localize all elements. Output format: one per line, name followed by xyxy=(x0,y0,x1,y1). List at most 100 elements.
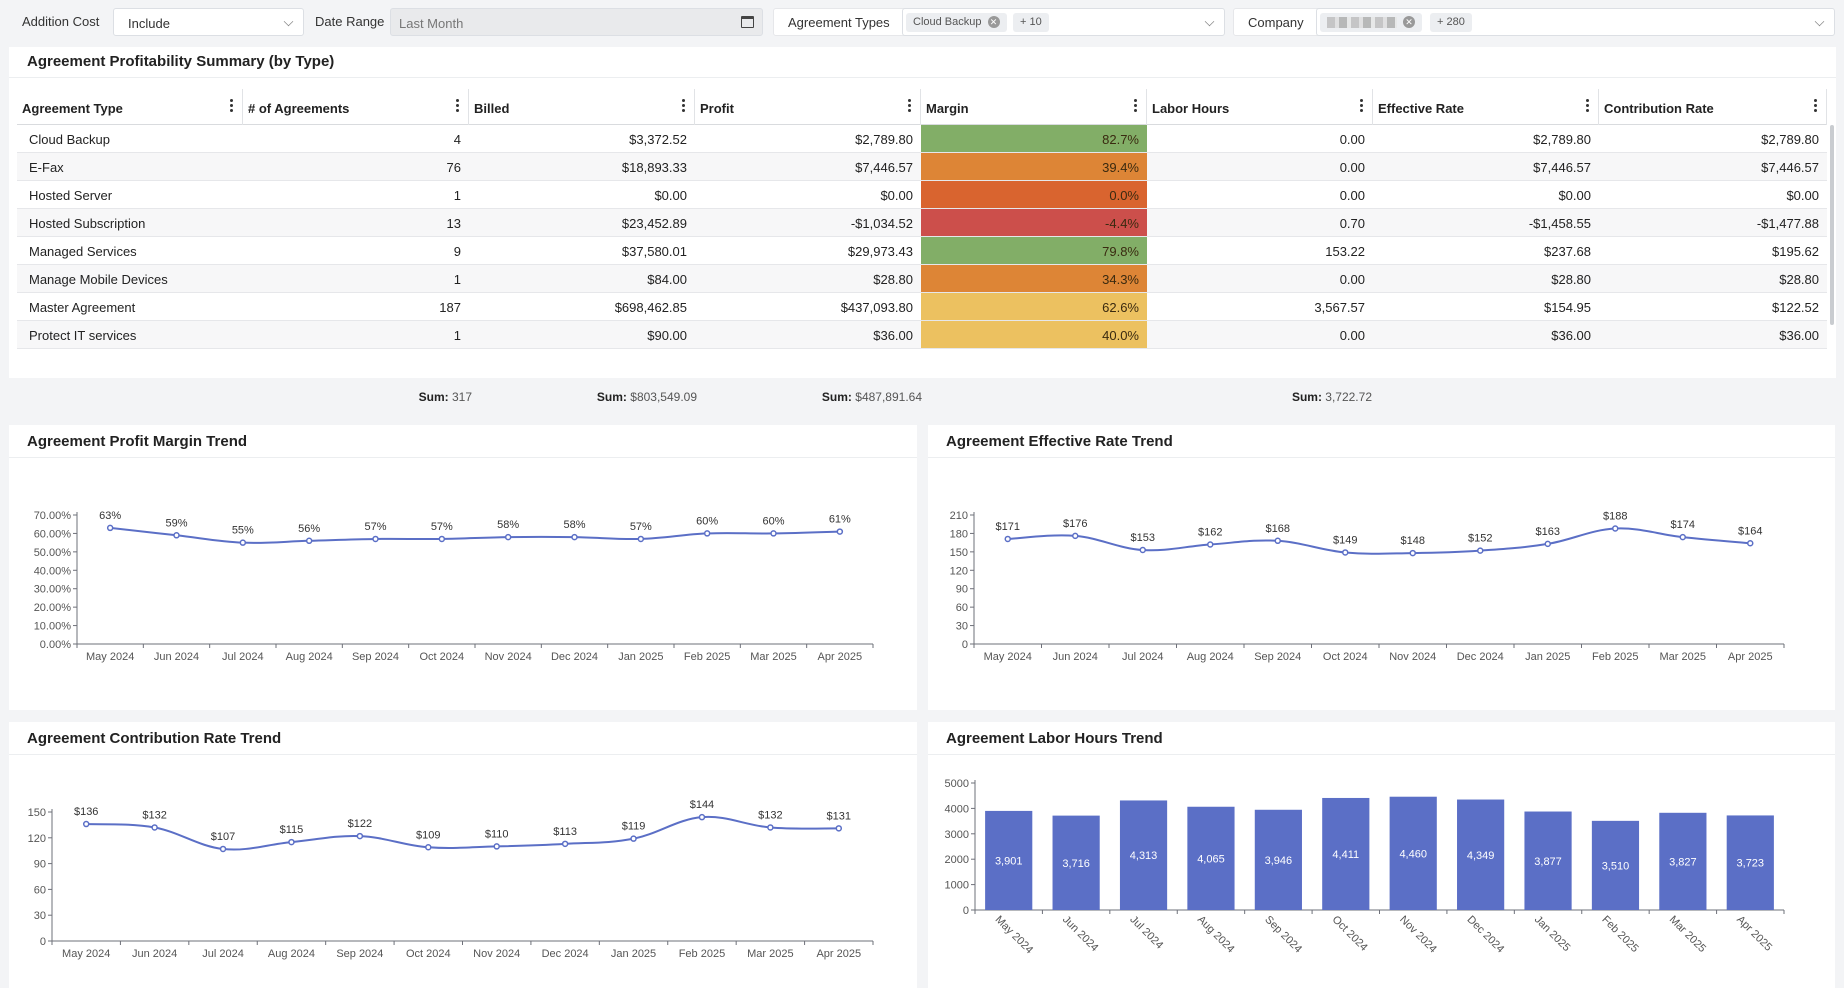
bar[interactable] xyxy=(1457,799,1505,910)
labor-hours-cell: 0.00 xyxy=(1339,160,1365,175)
y-tick-label: 10.00% xyxy=(34,621,72,633)
data-label: $107 xyxy=(211,831,235,843)
data-point[interactable] xyxy=(504,533,512,541)
data-point[interactable] xyxy=(425,844,432,851)
data-point[interactable] xyxy=(703,530,711,537)
bar[interactable] xyxy=(1254,809,1302,910)
column-menu-icon[interactable] xyxy=(456,99,460,114)
series-line xyxy=(110,526,840,544)
data-point[interactable] xyxy=(1072,532,1079,540)
billed-cell: $0.00 xyxy=(654,188,687,203)
data-point[interactable] xyxy=(438,535,446,543)
bar[interactable] xyxy=(1119,800,1168,910)
data-label: $131 xyxy=(827,810,851,822)
data-point[interactable] xyxy=(630,835,637,842)
remove-chip-icon[interactable]: ✕ xyxy=(987,16,1000,28)
data-point[interactable] xyxy=(82,820,90,828)
col-billed-header[interactable]: Billed xyxy=(469,89,695,125)
labor-hours-cell: 3,567.57 xyxy=(1314,300,1365,315)
date-range-input[interactable]: Last Month xyxy=(390,8,763,36)
data-point[interactable] xyxy=(239,539,247,546)
col-profit-header[interactable]: Profit xyxy=(695,89,921,125)
data-point[interactable] xyxy=(1004,535,1011,543)
data-point[interactable] xyxy=(151,824,158,831)
addition-cost-select[interactable]: Include xyxy=(113,8,304,36)
bar[interactable] xyxy=(1322,797,1370,910)
data-point[interactable] xyxy=(173,532,180,539)
contribution-rate-cell: $7,446.57 xyxy=(1761,160,1819,175)
bar[interactable] xyxy=(1052,815,1100,910)
data-point[interactable] xyxy=(1747,540,1754,547)
column-menu-icon[interactable] xyxy=(1814,99,1818,114)
data-point[interactable] xyxy=(305,537,313,545)
data-point[interactable] xyxy=(698,813,706,821)
company-chip[interactable]: ✕ xyxy=(1320,13,1422,32)
data-point[interactable] xyxy=(1139,546,1146,554)
bar[interactable] xyxy=(1591,820,1640,910)
data-point[interactable] xyxy=(836,528,844,535)
contribution-rate-trend-panel: Agreement Contribution Rate Trend 0 30 60 9… xyxy=(9,722,917,988)
labor-hours-trend-panel: Agreement Labor Hours Trend 0 1000 2000 300… xyxy=(928,722,1835,988)
data-point[interactable] xyxy=(106,524,114,532)
column-menu-icon[interactable] xyxy=(1134,99,1138,114)
data-point[interactable] xyxy=(1409,549,1416,557)
col-agreement-count-header[interactable]: # of Agreements xyxy=(243,89,469,125)
column-menu-icon[interactable] xyxy=(1360,99,1364,114)
agreement-type-chip[interactable]: Cloud Backup ✕ xyxy=(906,13,1007,32)
data-label: $110 xyxy=(485,828,509,840)
table-row[interactable]: Hosted Subscription 13 $23,452.89 -$1,034.5… xyxy=(17,209,1827,237)
table-scrollbar[interactable] xyxy=(1830,125,1834,325)
data-point[interactable] xyxy=(1207,541,1214,548)
bar[interactable] xyxy=(1389,796,1437,910)
calendar-icon[interactable] xyxy=(741,16,754,28)
table-row[interactable]: Protect IT services 1 $90.00 $36.00 40.0% 0.0… xyxy=(17,321,1827,349)
data-point[interactable] xyxy=(219,845,227,853)
x-tick-label: Jun 2024 xyxy=(154,651,199,663)
bar[interactable] xyxy=(985,810,1033,910)
date-range-value: Last Month xyxy=(399,16,464,31)
data-point[interactable] xyxy=(1274,537,1281,545)
y-tick-label: 40.00% xyxy=(34,565,72,577)
data-point[interactable] xyxy=(1544,540,1551,548)
x-tick-label: Jun 2024 xyxy=(1060,914,1100,954)
col-labor-hours-header[interactable]: Labor Hours xyxy=(1147,89,1373,125)
y-tick-label: 70.00% xyxy=(34,510,72,522)
data-point[interactable] xyxy=(561,840,569,848)
margin-cell: 62.6% xyxy=(921,293,1147,320)
bar[interactable] xyxy=(1726,815,1774,910)
table-row[interactable]: Cloud Backup 4 $3,372.52 $2,789.80 82.7% 0.00… xyxy=(17,125,1827,153)
remove-chip-icon[interactable]: ✕ xyxy=(1403,16,1415,28)
table-row[interactable]: Hosted Server 1 $0.00 $0.00 0.0% 0.00 $0.00 $0.… xyxy=(17,181,1827,209)
column-menu-icon[interactable] xyxy=(1586,99,1590,114)
data-point[interactable] xyxy=(372,535,379,543)
col-margin-header[interactable]: Margin xyxy=(921,89,1147,125)
data-point[interactable] xyxy=(767,824,774,831)
data-point[interactable] xyxy=(1612,525,1619,532)
table-row[interactable]: Managed Services 9 $37,580.01 $29,973.43 79.… xyxy=(17,237,1827,265)
col-contribution-rate-header[interactable]: Contribution Rate xyxy=(1599,89,1827,125)
column-menu-icon[interactable] xyxy=(908,99,912,114)
bar[interactable] xyxy=(1187,806,1235,910)
data-point[interactable] xyxy=(288,838,295,846)
data-point[interactable] xyxy=(1342,549,1349,556)
data-point[interactable] xyxy=(1477,547,1484,554)
agreement-types-select[interactable]: Cloud Backup ✕ + 10 xyxy=(902,8,1225,36)
data-point[interactable] xyxy=(835,825,843,832)
column-menu-icon[interactable] xyxy=(682,99,686,114)
data-point[interactable] xyxy=(637,535,645,543)
company-select[interactable]: ✕ + 280 xyxy=(1316,8,1835,36)
col-effective-rate-header[interactable]: Effective Rate xyxy=(1373,89,1599,125)
data-point[interactable] xyxy=(356,832,364,840)
table-row[interactable]: Master Agreement 187 $698,462.85 $437,093.8… xyxy=(17,293,1827,321)
data-point[interactable] xyxy=(571,533,578,541)
bar[interactable] xyxy=(1659,812,1707,910)
table-row[interactable]: E-Fax 76 $18,893.33 $7,446.57 39.4% 0.00 $7,44… xyxy=(17,153,1827,181)
col-agreement-type-header[interactable]: Agreement Type xyxy=(17,89,243,125)
bar[interactable] xyxy=(1524,811,1572,910)
data-point[interactable] xyxy=(493,843,500,850)
x-tick-label: Aug 2024 xyxy=(1187,651,1234,663)
data-point[interactable] xyxy=(1679,533,1686,541)
column-menu-icon[interactable] xyxy=(230,99,234,114)
data-point[interactable] xyxy=(770,530,777,537)
table-row[interactable]: Manage Mobile Devices 1 $84.00 $28.80 34.3% 0… xyxy=(17,265,1827,293)
